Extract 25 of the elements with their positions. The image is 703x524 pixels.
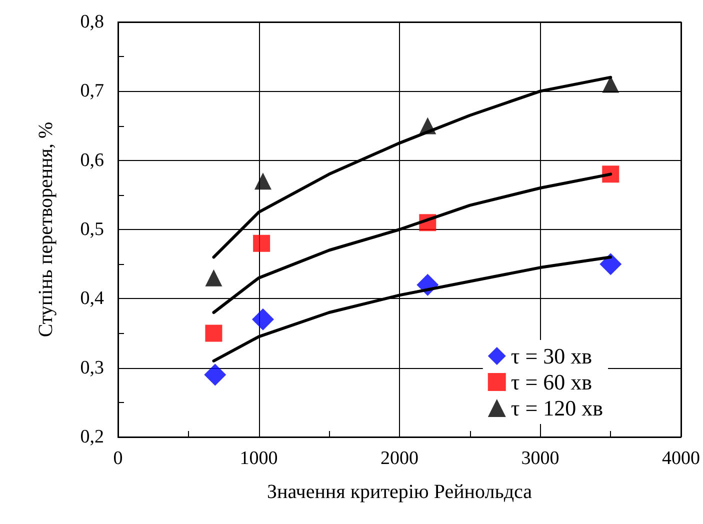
y-tick-label: 0,3: [80, 357, 104, 378]
point: [204, 364, 226, 386]
point: [600, 253, 622, 276]
legend-label: τ = 30 хв: [510, 344, 592, 368]
point: [205, 269, 222, 286]
x-tick-label: 3000: [521, 448, 560, 469]
y-axis-title: Ступінь перетворення, %: [35, 122, 57, 338]
x-tick-label: 1000: [240, 448, 278, 469]
legend-label: τ = 60 хв: [510, 370, 592, 394]
point: [252, 308, 274, 330]
y-tick-label: 0,8: [80, 12, 104, 32]
x-tick-label: 0: [113, 448, 123, 469]
y-tick-label: 0,4: [80, 288, 104, 310]
point: [602, 76, 620, 93]
legend-label: τ = 120 хв: [510, 396, 604, 420]
x-tick-label: 2000: [380, 448, 418, 469]
point: [205, 324, 222, 342]
y-tick-label: 0,5: [80, 219, 104, 240]
y-tick-label: 0,2: [80, 426, 104, 448]
x-axis-title: Значення критерію Рейнольдса: [266, 481, 532, 503]
y-tick-label: 0,6: [80, 150, 104, 171]
point: [254, 172, 272, 190]
y-tick-label: 0,7: [80, 80, 104, 102]
x-tick-label: 4000: [662, 448, 700, 469]
point: [253, 234, 270, 252]
